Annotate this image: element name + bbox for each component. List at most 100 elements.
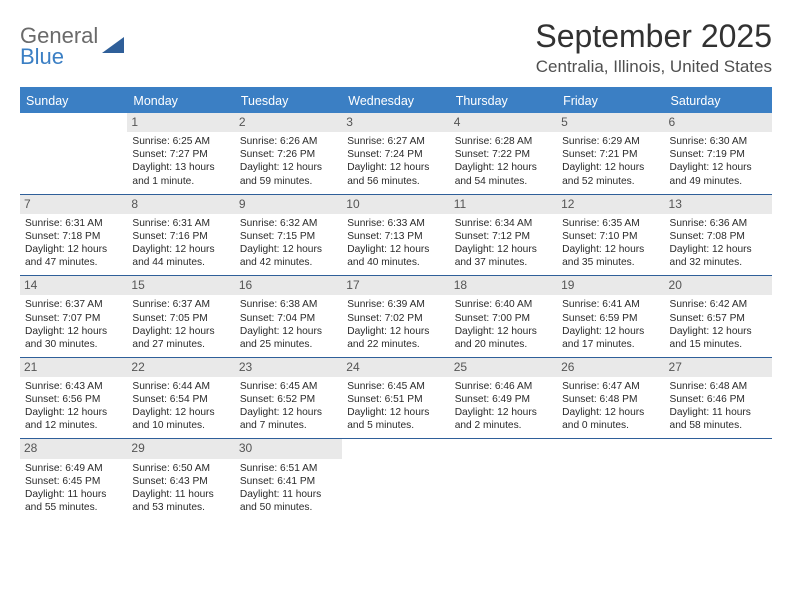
daylight1-text: Daylight: 12 hours [670,325,767,338]
daylight1-text: Daylight: 12 hours [240,161,337,174]
week-row: 7Sunrise: 6:31 AMSunset: 7:18 PMDaylight… [20,195,772,277]
daylight2-text: and 50 minutes. [240,501,337,514]
brand-name-2: Blue [20,47,98,68]
day-cell: 9Sunrise: 6:32 AMSunset: 7:15 PMDaylight… [235,195,342,276]
day-cell: 23Sunrise: 6:45 AMSunset: 6:52 PMDayligh… [235,358,342,439]
day-number: 13 [665,195,772,214]
day-number: 17 [342,276,449,295]
sunrise-text: Sunrise: 6:43 AM [25,380,122,393]
day-header: Tuesday [235,89,342,113]
daylight1-text: Daylight: 12 hours [347,325,444,338]
daylight2-text: and 55 minutes. [25,501,122,514]
sunset-text: Sunset: 7:00 PM [455,312,552,325]
sunrise-text: Sunrise: 6:47 AM [562,380,659,393]
daylight2-text: and 17 minutes. [562,338,659,351]
day-number: 20 [665,276,772,295]
day-cell: 22Sunrise: 6:44 AMSunset: 6:54 PMDayligh… [127,358,234,439]
sunrise-text: Sunrise: 6:28 AM [455,135,552,148]
day-number: 16 [235,276,342,295]
day-number: 5 [557,113,664,132]
sunset-text: Sunset: 6:43 PM [132,475,229,488]
day-number: 22 [127,358,234,377]
sunrise-text: Sunrise: 6:35 AM [562,217,659,230]
day-cell: 4Sunrise: 6:28 AMSunset: 7:22 PMDaylight… [450,113,557,194]
sunset-text: Sunset: 7:07 PM [25,312,122,325]
sunset-text: Sunset: 7:26 PM [240,148,337,161]
sunrise-text: Sunrise: 6:30 AM [670,135,767,148]
daylight1-text: Daylight: 12 hours [240,406,337,419]
sunset-text: Sunset: 7:16 PM [132,230,229,243]
day-number: 10 [342,195,449,214]
sunset-text: Sunset: 6:57 PM [670,312,767,325]
day-header: Monday [127,89,234,113]
day-header-row: SundayMondayTuesdayWednesdayThursdayFrid… [20,89,772,113]
sunrise-text: Sunrise: 6:27 AM [347,135,444,148]
daylight2-text: and 56 minutes. [347,175,444,188]
day-number: 23 [235,358,342,377]
daylight1-text: Daylight: 12 hours [562,161,659,174]
day-cell: 21Sunrise: 6:43 AMSunset: 6:56 PMDayligh… [20,358,127,439]
daylight2-text: and 54 minutes. [455,175,552,188]
daylight1-text: Daylight: 12 hours [240,325,337,338]
day-cell: 27Sunrise: 6:48 AMSunset: 6:46 PMDayligh… [665,358,772,439]
daylight1-text: Daylight: 12 hours [455,325,552,338]
daylight1-text: Daylight: 12 hours [132,325,229,338]
sunrise-text: Sunrise: 6:31 AM [25,217,122,230]
sunrise-text: Sunrise: 6:49 AM [25,462,122,475]
sunrise-text: Sunrise: 6:33 AM [347,217,444,230]
day-cell: . [342,439,449,520]
sunrise-text: Sunrise: 6:45 AM [347,380,444,393]
sunset-text: Sunset: 7:21 PM [562,148,659,161]
day-number: 27 [665,358,772,377]
page-header: General Blue September 2025 Centralia, I… [20,18,772,77]
sunset-text: Sunset: 7:02 PM [347,312,444,325]
sunset-text: Sunset: 7:18 PM [25,230,122,243]
sunrise-text: Sunrise: 6:37 AM [25,298,122,311]
day-header: Thursday [450,89,557,113]
day-number: 21 [20,358,127,377]
day-cell: 5Sunrise: 6:29 AMSunset: 7:21 PMDaylight… [557,113,664,194]
sunrise-text: Sunrise: 6:39 AM [347,298,444,311]
day-cell: 1Sunrise: 6:25 AMSunset: 7:27 PMDaylight… [127,113,234,194]
sunrise-text: Sunrise: 6:45 AM [240,380,337,393]
daylight1-text: Daylight: 12 hours [562,406,659,419]
day-cell: . [665,439,772,520]
day-cell: 7Sunrise: 6:31 AMSunset: 7:18 PMDaylight… [20,195,127,276]
daylight2-text: and 30 minutes. [25,338,122,351]
title-block: September 2025 Centralia, Illinois, Unit… [535,18,772,77]
day-number: 19 [557,276,664,295]
day-header: Sunday [20,89,127,113]
sunset-text: Sunset: 7:12 PM [455,230,552,243]
daylight2-text: and 59 minutes. [240,175,337,188]
daylight1-text: Daylight: 11 hours [240,488,337,501]
day-cell: 25Sunrise: 6:46 AMSunset: 6:49 PMDayligh… [450,358,557,439]
daylight1-text: Daylight: 12 hours [455,406,552,419]
day-cell: 17 Sunrise: 6:39 AMSunset: 7:02 PMDayligh… [342,276,449,357]
week-row: 14Sunrise: 6:37 AMSunset: 7:07 PMDayligh… [20,276,772,358]
sunset-text: Sunset: 7:15 PM [240,230,337,243]
sunrise-text: Sunrise: 6:32 AM [240,217,337,230]
day-number: 12 [557,195,664,214]
week-row: .1Sunrise: 6:25 AMSunset: 7:27 PMDayligh… [20,113,772,195]
sunset-text: Sunset: 7:10 PM [562,230,659,243]
day-cell: 15Sunrise: 6:37 AMSunset: 7:05 PMDayligh… [127,276,234,357]
sunrise-text: Sunrise: 6:40 AM [455,298,552,311]
week-row: 21Sunrise: 6:43 AMSunset: 6:56 PMDayligh… [20,358,772,440]
sunrise-text: Sunrise: 6:50 AM [132,462,229,475]
location-subtitle: Centralia, Illinois, United States [535,57,772,77]
daylight2-text: and 58 minutes. [670,419,767,432]
daylight1-text: Daylight: 13 hours [132,161,229,174]
daylight2-text: and 22 minutes. [347,338,444,351]
daylight1-text: Daylight: 12 hours [562,325,659,338]
sunrise-text: Sunrise: 6:36 AM [670,217,767,230]
day-cell: 20Sunrise: 6:42 AMSunset: 6:57 PMDayligh… [665,276,772,357]
daylight1-text: Daylight: 12 hours [347,406,444,419]
sunset-text: Sunset: 7:04 PM [240,312,337,325]
sunrise-text: Sunrise: 6:48 AM [670,380,767,393]
sunset-text: Sunset: 6:45 PM [25,475,122,488]
day-header: Saturday [665,89,772,113]
day-number: 3 [342,113,449,132]
day-cell: 8Sunrise: 6:31 AMSunset: 7:16 PMDaylight… [127,195,234,276]
daylight1-text: Daylight: 12 hours [347,243,444,256]
day-number: 11 [450,195,557,214]
